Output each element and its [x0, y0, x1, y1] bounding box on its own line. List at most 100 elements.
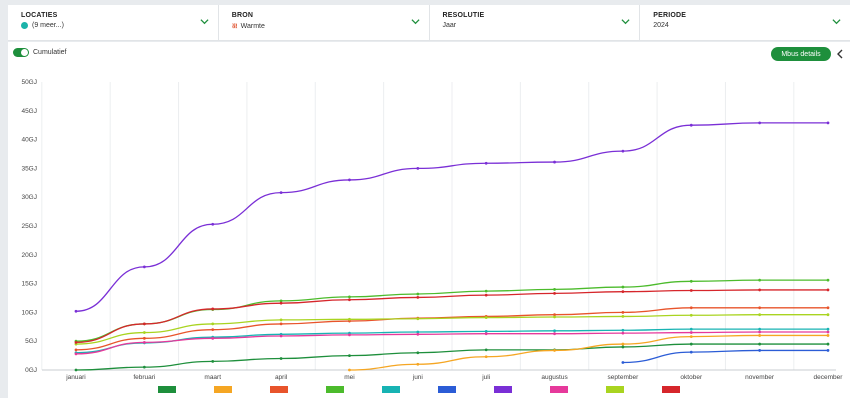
series-point-0 [758, 342, 762, 346]
series-point-2 [74, 348, 78, 352]
filter-periode-label: PERIODE [653, 12, 687, 19]
series-point-6 [553, 160, 556, 164]
legend-swatch-6 [494, 386, 512, 393]
series-point-4 [689, 327, 693, 331]
series-point-2 [621, 311, 625, 314]
series-point-2 [553, 313, 556, 317]
series-point-0 [348, 354, 351, 357]
teal-dot-icon [21, 22, 28, 29]
series-point-7 [348, 333, 351, 337]
series-point-8 [279, 318, 283, 322]
series-point-4 [826, 327, 830, 331]
series-point-5 [689, 350, 693, 354]
x-tick-label: juni [412, 374, 423, 381]
series-point-6 [689, 123, 693, 127]
series-point-8 [689, 313, 693, 317]
legend-swatch-7 [550, 386, 568, 393]
series-point-7 [621, 331, 625, 335]
series-point-3 [553, 287, 556, 291]
x-tick-label: maart [204, 374, 221, 381]
series-line-4 [75, 328, 828, 354]
series-point-7 [758, 330, 762, 334]
y-tick-label: 25GJ [21, 223, 37, 230]
legend-swatch-4 [382, 386, 400, 393]
series-point-7 [826, 330, 830, 334]
series-line-1 [349, 334, 828, 371]
chevron-down-icon[interactable] [621, 17, 630, 26]
filter-locaties[interactable]: LOCATIES (9 meer...) [8, 5, 219, 40]
chevron-down-icon[interactable] [410, 17, 420, 26]
y-tick-label: 20GJ [21, 252, 37, 259]
series-line-2 [75, 307, 828, 351]
filter-resolutie[interactable]: RESOLUTIE Jaar [430, 5, 641, 40]
series-point-2 [826, 306, 830, 310]
series-point-6 [484, 161, 488, 165]
filter-bar: LOCATIES (9 meer...) BRON ≀≀≀ Warmte RESO… [8, 5, 850, 41]
series-point-8 [826, 313, 830, 317]
legend-swatch-2 [270, 386, 288, 393]
series-point-9 [621, 290, 625, 294]
chevron-down-icon[interactable] [832, 17, 841, 26]
series-point-9 [553, 291, 556, 295]
series-point-5 [758, 349, 762, 352]
chevron-left-icon[interactable] [835, 48, 845, 60]
series-point-7 [416, 332, 420, 336]
series-point-3 [416, 292, 420, 296]
y-tick-label: 35GJ [21, 165, 37, 172]
series-point-0 [142, 365, 146, 369]
series-point-6 [211, 222, 215, 226]
series-line-0 [75, 343, 828, 371]
y-tick-label: 30GJ [21, 194, 37, 201]
series-point-9 [689, 289, 693, 292]
x-tick-label: mei [344, 374, 354, 381]
x-tick-label: augustus [541, 374, 568, 381]
series-point-8 [142, 331, 146, 334]
series-point-8 [484, 316, 488, 319]
series-point-1 [553, 349, 556, 352]
y-tick-label: 10GJ [21, 309, 37, 316]
legend-swatch-0 [158, 386, 176, 393]
y-tick-label: 0GJ [25, 367, 37, 374]
series-point-3 [621, 285, 625, 289]
cumulative-toggle[interactable] [13, 48, 29, 57]
series-point-9 [348, 298, 351, 302]
series-point-7 [553, 332, 556, 336]
series-point-5 [621, 361, 625, 364]
line-chart: 0GJ 5GJ 10GJ 15GJ 20GJ 25GJ 30GJ 35GJ 40GJ 45GJ 50… [21, 79, 843, 393]
series-point-1 [689, 335, 693, 338]
series-point-8 [416, 317, 420, 321]
series-point-0 [689, 342, 693, 346]
chevron-down-icon[interactable] [200, 17, 209, 26]
series-point-2 [142, 336, 146, 340]
series-point-9 [484, 293, 488, 297]
y-tick-label: 50GJ [21, 79, 37, 86]
x-tick-label: april [275, 374, 288, 381]
series-point-6 [348, 178, 351, 182]
filter-periode[interactable]: PERIODE 2024 [640, 5, 850, 40]
series-point-6 [826, 121, 830, 125]
series-point-6 [142, 265, 146, 269]
legend-swatch-8 [606, 386, 624, 393]
series-point-9 [74, 340, 78, 344]
series-point-8 [621, 315, 625, 318]
y-tick-label: 5GJ [25, 338, 37, 345]
cumulative-label: Cumulatief [33, 49, 67, 56]
series-point-9 [416, 296, 420, 299]
series-point-8 [348, 317, 351, 321]
series-point-7 [74, 352, 78, 356]
series-point-0 [211, 359, 215, 363]
series-point-9 [142, 322, 146, 326]
series-point-3 [689, 279, 693, 283]
series-line-9 [75, 289, 828, 344]
series-point-6 [74, 309, 78, 313]
series-point-8 [211, 322, 215, 326]
series-point-1 [416, 362, 420, 366]
series-point-6 [621, 149, 625, 153]
series-point-0 [826, 342, 830, 346]
series-point-1 [348, 368, 351, 372]
series-point-3 [348, 295, 351, 299]
mbus-details-button[interactable]: Mbus details [771, 47, 831, 61]
series-point-1 [484, 355, 488, 359]
filter-bron[interactable]: BRON ≀≀≀ Warmte [219, 5, 430, 40]
legend-swatch-5 [438, 386, 456, 393]
